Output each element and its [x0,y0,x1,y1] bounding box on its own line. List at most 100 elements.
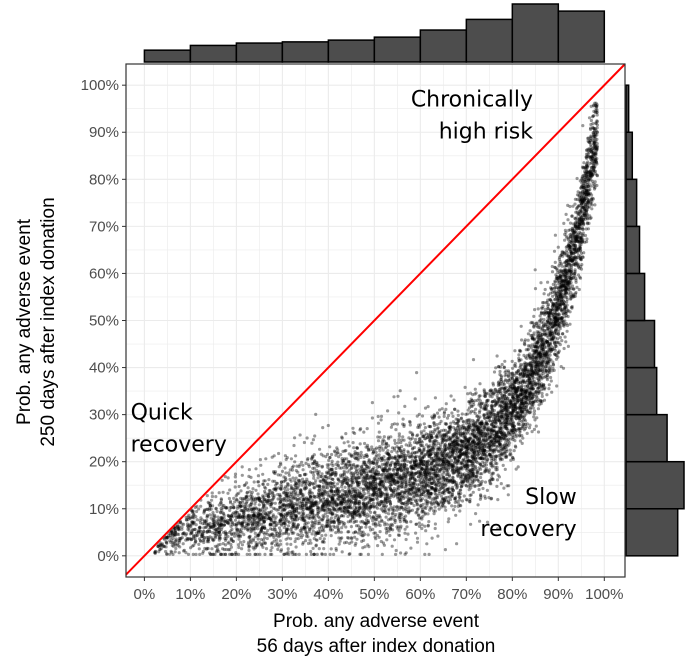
x-histogram-bar [327,39,376,63]
scatter-point [462,420,466,424]
scatter-point [558,255,562,259]
scatter-point [252,506,256,510]
scatter-point [320,534,324,538]
scatter-point [516,394,520,398]
scatter-point [588,149,593,153]
scatter-point [333,493,337,497]
scatter-point [542,375,546,379]
scatter-point [471,431,475,435]
scatter-point [270,552,274,557]
scatter-point [523,361,527,365]
scatter-point [392,479,396,483]
scatter-point [467,451,472,455]
scatter-point [538,352,543,356]
scatter-point [568,310,572,314]
scatter-point [450,492,455,497]
scatter-point [459,451,463,455]
scatter-point [388,456,392,460]
scatter-point [465,412,469,416]
scatter-point [343,506,347,510]
scatter-point [570,284,575,288]
y-histogram-bar [625,225,641,275]
scatter-point [433,526,437,531]
scatter-point [586,201,590,205]
scatter-point [580,263,584,267]
scatter-point [186,552,191,557]
scatter-point [523,375,527,379]
scatter-point [205,515,209,519]
scatter-point [344,480,348,485]
scatter-point [342,541,347,545]
scatter-point [380,446,384,450]
scatter-point [519,404,523,408]
scatter-point [579,251,584,255]
scatter-point [327,463,331,467]
scatter-point [276,492,280,497]
scatter-point [414,488,418,492]
scatter-point [417,524,422,529]
scatter-point [257,484,261,488]
scatter-point [329,528,333,532]
scatter-point [503,387,507,391]
scatter-point [396,491,400,495]
scatter-point [314,519,318,523]
scatter-point [366,447,370,451]
scatter-point [383,458,387,462]
scatter-point [352,462,356,467]
scatter-point [282,503,286,507]
scatter-point [363,441,367,446]
scatter-point [517,393,521,397]
scatter-point [459,462,463,466]
scatter-point [579,238,584,242]
scatter-point [582,192,586,196]
scatter-point [305,513,309,517]
scatter-point [593,164,597,169]
scatter-point [505,454,509,458]
scatter-point [489,463,493,467]
scatter-point [477,401,481,405]
scatter-point [337,542,341,546]
scatter-point [524,380,528,385]
scatter-point [543,355,547,359]
scatter-point [371,461,375,465]
scatter-point [515,378,519,382]
scatter-point [382,482,386,486]
scatter-point [455,483,459,487]
scatter-point [356,483,360,487]
scatter-point [479,441,483,445]
scatter-point [313,503,317,507]
scatter-point [542,398,547,402]
scatter-point [562,282,566,286]
scatter-point [490,455,494,459]
scatter-point [314,479,318,483]
scatter-point [279,487,283,491]
scatter-point [473,441,477,445]
scatter-point [268,501,272,505]
scatter-point [427,493,431,497]
scatter-point [262,520,266,524]
scatter-point [184,551,188,555]
scatter-point [501,408,505,413]
scatter-point [471,441,475,445]
scatter-point [461,481,465,485]
scatter-point [455,454,459,458]
scatter-point [246,509,251,513]
scatter-point [488,446,492,450]
scatter-point [370,486,374,490]
scatter-point [235,523,239,527]
scatter-point [416,507,420,511]
scatter-point [408,487,412,491]
scatter-point [476,427,480,431]
scatter-point [435,434,439,438]
scatter-point [543,333,547,337]
scatter-point [483,391,487,395]
scatter-point [475,433,479,437]
scatter-point [536,341,540,345]
scatter-point [190,544,194,548]
scatter-point [425,467,429,471]
scatter-point [188,516,192,521]
scatter-point [316,511,320,516]
scatter-point [269,504,273,509]
scatter-point [579,186,583,190]
scatter-point [420,414,425,418]
